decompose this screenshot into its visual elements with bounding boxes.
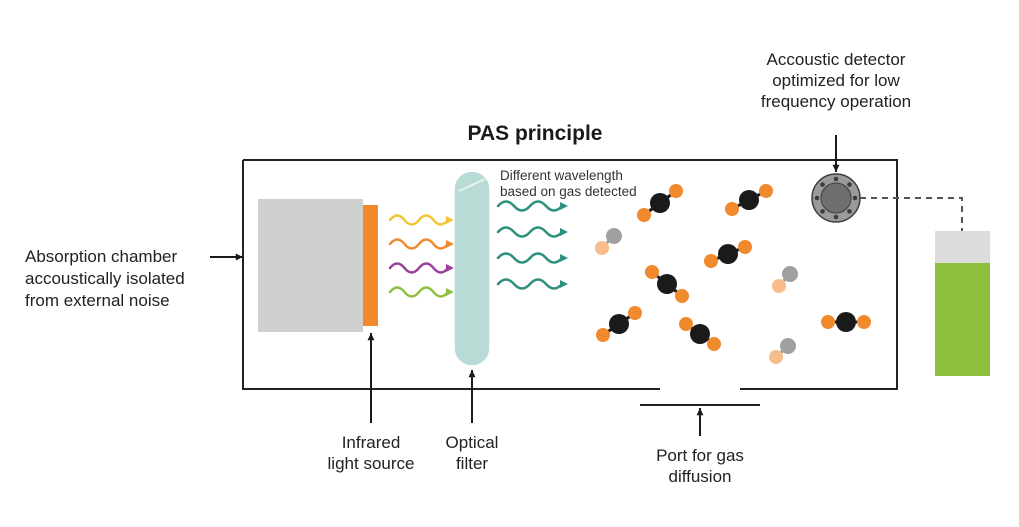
wavelength-note: Different wavelength <box>500 168 623 183</box>
label-absorption-chamber-text: from external noise <box>25 291 170 310</box>
pas-diagram: PAS principle Different wavelengthbased o… <box>0 0 1019 527</box>
label-acoustic-detector-text: frequency operation <box>761 92 911 111</box>
label-absorption-chamber-text: accoustically isolated <box>25 269 185 288</box>
label-gas-port-text: diffusion <box>668 467 731 486</box>
diagram-title: PAS principle <box>468 122 603 145</box>
label-ir-source-text: Infrared <box>342 433 401 452</box>
label-acoustic-detector-text: optimized for low <box>772 71 900 90</box>
label-optical-filter-text: Optical <box>446 433 499 452</box>
absorption-block <box>258 199 363 332</box>
label-gas-port-text: Port for gas <box>656 446 744 465</box>
output-container <box>935 231 990 376</box>
optical-filter <box>454 171 490 366</box>
label-absorption-chamber-text: Absorption chamber <box>25 247 177 266</box>
acoustic-detector <box>812 174 860 222</box>
infrared-light-source <box>363 205 378 326</box>
label-ir-source-text: light source <box>328 454 415 473</box>
label-acoustic-detector-text: Accoustic detector <box>767 50 906 69</box>
label-optical-filter-text: filter <box>456 454 488 473</box>
wavelength-note: based on gas detected <box>500 184 637 199</box>
